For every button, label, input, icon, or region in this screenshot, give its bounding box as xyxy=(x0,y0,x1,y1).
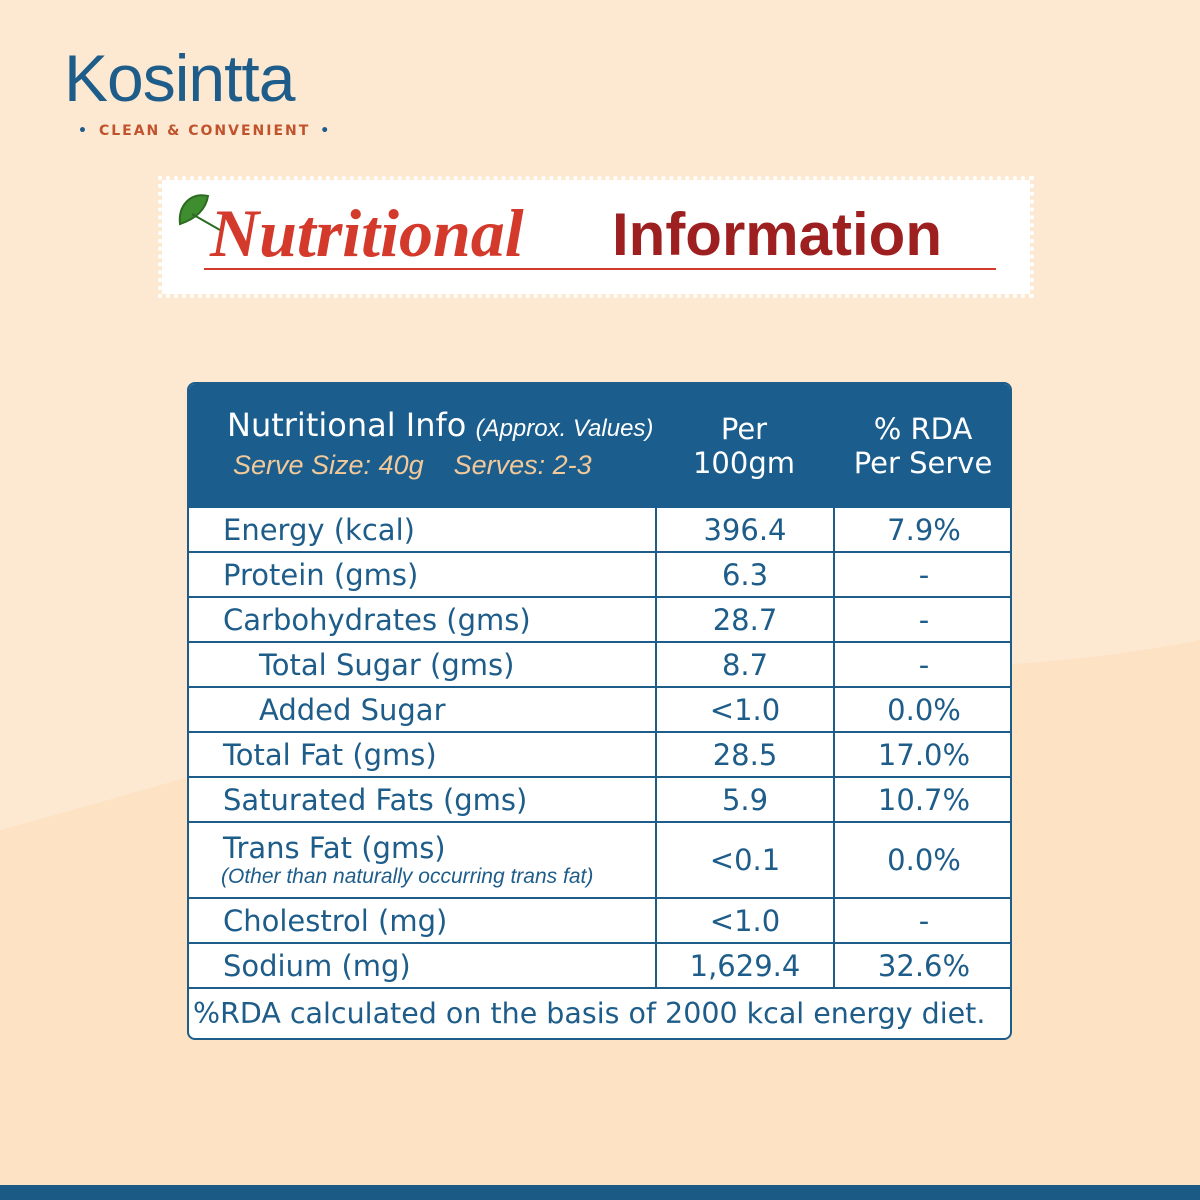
footnote: %RDA calculated on the basis of 2000 kca… xyxy=(193,997,986,1030)
heading-bold: Information xyxy=(612,201,942,268)
bottom-band xyxy=(0,1185,1200,1200)
per-100gm: 1,629.4 xyxy=(655,944,833,987)
nutrient-name: Added Sugar xyxy=(259,692,446,727)
rda-value: 0.0% xyxy=(833,688,1010,731)
per-100gm: 8.7 xyxy=(655,643,833,686)
header-label: Nutritional Info (Approx. Values) Serve … xyxy=(227,406,653,481)
header-col2: % RDA Per Serve xyxy=(853,412,993,480)
brand-tagline: CLEAN & CONVENIENT xyxy=(68,123,341,139)
serve-size: Serve Size: 40g xyxy=(233,450,424,480)
rda-value: 32.6% xyxy=(833,944,1010,987)
nutrient-note: (Other than naturally occurring trans fa… xyxy=(221,865,594,888)
heading-italic: Nutritional xyxy=(210,195,524,271)
heading-underline xyxy=(204,268,996,270)
table-row: Cholestrol (mg) <1.0- xyxy=(189,899,1010,944)
per-100gm: 396.4 xyxy=(655,508,833,551)
table-row: Total Fat (gms) 28.5 17.0% xyxy=(189,733,1010,778)
header-title-line: Nutritional Info (Approx. Values) xyxy=(227,406,653,444)
nutrient-name: Protein (gms) xyxy=(223,557,419,592)
leaf-icon xyxy=(178,194,221,231)
nutrient-cell: Cholestrol (mg) xyxy=(223,899,447,942)
nutrient-cell: Sodium (mg) xyxy=(223,944,411,987)
table-row: Trans Fat (gms) (Other than naturally occ… xyxy=(189,823,1010,899)
nutrient-cell: Total Fat (gms) xyxy=(223,733,437,776)
nutrient-cell: Carbohydrates (gms) xyxy=(223,598,531,641)
per-100gm: <1.0 xyxy=(655,688,833,731)
rda-value: - xyxy=(833,643,1010,686)
rda-value: - xyxy=(833,553,1010,596)
per-100gm: 6.3 xyxy=(655,553,833,596)
serves: Serves: 2-3 xyxy=(453,450,592,480)
rda-value: - xyxy=(833,598,1010,641)
nutrient-cell: Trans Fat (gms) (Other than naturally occ… xyxy=(221,823,594,897)
per-100gm: 28.7 xyxy=(655,598,833,641)
nutrient-name: Sodium (mg) xyxy=(223,948,411,983)
nutrient-name: Carbohydrates (gms) xyxy=(223,602,531,637)
nutrient-name: Total Sugar (gms) xyxy=(259,647,515,682)
table-row: Protein (gms) 6.3- xyxy=(189,553,1010,598)
table-row: Carbohydrates (gms) 28.7- xyxy=(189,598,1010,643)
table-row: Saturated Fats (gms) 5.9 10.7% xyxy=(189,778,1010,823)
nutrient-name: Cholestrol (mg) xyxy=(223,903,448,938)
table-row: Energy (kcal) 396.4 7.9% xyxy=(189,508,1010,553)
nutrient-cell: Saturated Fats (gms) xyxy=(223,778,527,821)
nutrient-cell: Protein (gms) xyxy=(223,553,418,596)
table-header: Nutritional Info (Approx. Values) Serve … xyxy=(189,384,1010,508)
serve-info: Serve Size: 40g Serves: 2-3 xyxy=(233,450,592,481)
table-row: Added Sugar <1.0 0.0% xyxy=(189,688,1010,733)
nutrition-table: Nutritional Info (Approx. Values) Serve … xyxy=(187,382,1012,1040)
nutrient-cell: Energy (kcal) xyxy=(223,508,415,551)
table-row: Sodium (mg) 1,629.4 32.6% xyxy=(189,944,1010,989)
per-100gm: <0.1 xyxy=(655,823,833,897)
table-row: Total Sugar (gms) 8.7- xyxy=(189,643,1010,688)
nutrient-name: Saturated Fats (gms) xyxy=(223,782,528,817)
rda-value: 7.9% xyxy=(833,508,1010,551)
rda-value: 0.0% xyxy=(833,823,1010,897)
header-note: (Approx. Values) xyxy=(475,415,654,442)
brand-name: Kosintta xyxy=(64,41,295,115)
nutrient-name: Trans Fat (gms) xyxy=(223,831,446,865)
heading-box: Nutritional Information xyxy=(158,176,1034,298)
nutrient-name: Energy (kcal) xyxy=(223,512,415,547)
nutrient-cell: Added Sugar xyxy=(259,688,446,731)
nutrient-name: Total Fat (gms) xyxy=(223,737,437,772)
per-100gm: <1.0 xyxy=(655,899,833,942)
nutrient-cell: Total Sugar (gms) xyxy=(259,643,514,686)
rda-value: - xyxy=(833,899,1010,942)
header-title: Nutritional Info xyxy=(227,406,467,444)
per-100gm: 5.9 xyxy=(655,778,833,821)
rda-value: 10.7% xyxy=(833,778,1010,821)
per-100gm: 28.5 xyxy=(655,733,833,776)
rda-value: 17.0% xyxy=(833,733,1010,776)
header-col1: Per 100gm xyxy=(692,412,795,480)
